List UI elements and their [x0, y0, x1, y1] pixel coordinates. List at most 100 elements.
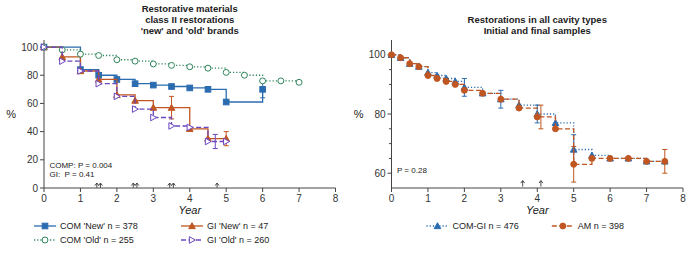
y-tick — [40, 103, 44, 104]
x-tick — [299, 188, 300, 192]
marker — [644, 158, 650, 164]
legend-label: COM-GI n = 476 — [452, 221, 518, 231]
marker — [643, 158, 650, 164]
y-minor-tick — [389, 99, 392, 100]
y-minor-tick — [389, 69, 392, 70]
marker — [205, 65, 211, 71]
legend-marker — [434, 223, 441, 229]
y-tick-label: 20 — [27, 154, 39, 165]
x-tick — [427, 188, 428, 192]
x-tick-label: 4 — [187, 193, 193, 204]
x-tick — [646, 188, 647, 192]
marker — [388, 52, 395, 58]
marker — [278, 78, 284, 84]
x-label: Year — [178, 204, 202, 216]
y-minor-tick — [389, 128, 392, 129]
marker — [205, 87, 211, 93]
x-label: Year — [526, 204, 550, 216]
marker — [187, 64, 193, 70]
census-arrow — [539, 181, 543, 187]
x-tick-label: 1 — [78, 193, 84, 204]
marker — [223, 99, 229, 105]
x-tick — [189, 188, 190, 192]
y-tick-label: 40 — [27, 126, 39, 137]
census-arrow — [95, 183, 99, 188]
title-line: Restorations in all cavity types — [468, 14, 607, 25]
x-tick-label: 3 — [151, 193, 157, 204]
marker — [151, 114, 157, 121]
marker — [151, 82, 157, 88]
x-tick-label: 2 — [114, 193, 120, 204]
census-arrow — [135, 183, 139, 188]
marker — [480, 90, 486, 96]
marker — [96, 53, 102, 59]
x-tick-label: 2 — [462, 193, 468, 204]
x-tick — [464, 188, 465, 192]
legend: COM 'New' n = 378GI 'New' n = 47COM 'Old… — [34, 221, 269, 245]
x-tick-label: 0 — [41, 193, 47, 204]
marker — [296, 79, 302, 85]
marker — [589, 155, 595, 161]
y-tick-label: 0 — [32, 183, 38, 194]
page: {"chart_data": [ {"type": "step", "title… — [0, 0, 695, 258]
x-tick-label: 4 — [534, 193, 540, 204]
error-bar — [213, 134, 218, 148]
y-minor-tick — [389, 158, 392, 159]
marker — [498, 96, 504, 102]
marker — [77, 51, 83, 57]
marker — [416, 64, 422, 70]
legend-marker — [560, 223, 566, 229]
title-line: Initial and final samples — [484, 25, 591, 36]
marker — [168, 104, 175, 110]
marker — [416, 63, 423, 69]
y-tick — [40, 131, 44, 132]
legend-marker — [42, 223, 48, 229]
marker — [223, 69, 229, 75]
series-line — [392, 55, 665, 165]
error-bar — [224, 132, 229, 146]
legend-label: GI 'New' n = 47 — [207, 221, 268, 231]
x-tick-label: 5 — [571, 193, 577, 204]
title-line: 'new' and 'old' brands — [141, 25, 239, 36]
marker — [407, 61, 413, 67]
plot-area — [41, 44, 302, 149]
x-tick — [573, 188, 574, 192]
legend-label: COM 'Old' n = 255 — [60, 235, 134, 245]
panel: Restorative materialsclass II restoratio… — [6, 3, 339, 245]
error-bar — [662, 150, 667, 174]
x-tick-label: 7 — [644, 193, 650, 204]
x-tick — [153, 188, 154, 192]
title-line: Restorative materials — [142, 3, 238, 14]
marker — [607, 155, 613, 161]
marker — [132, 106, 138, 113]
marker — [60, 58, 66, 65]
x-tick — [80, 188, 81, 192]
marker — [41, 44, 48, 50]
marker — [434, 76, 440, 82]
x-tick-label: 3 — [498, 193, 504, 204]
y-tick-label: 80 — [374, 109, 386, 120]
y-tick-label: 100 — [369, 49, 386, 60]
census-arrow — [521, 181, 525, 187]
marker — [389, 52, 395, 58]
y-tick — [388, 173, 392, 174]
x-tick — [335, 188, 336, 192]
title-line: class II restorations — [145, 14, 234, 25]
panel: Restorations in all cavity typesInitial … — [354, 14, 687, 231]
x-tick-label: 6 — [607, 193, 613, 204]
marker — [169, 84, 175, 90]
marker — [461, 87, 467, 93]
marker — [260, 78, 266, 84]
legend-marker — [42, 237, 48, 243]
x-tick — [500, 188, 501, 192]
census-arrow — [215, 183, 219, 188]
marker — [260, 87, 266, 93]
marker — [132, 58, 138, 64]
x-tick — [391, 188, 392, 192]
x-tick — [226, 188, 227, 192]
marker — [169, 62, 175, 68]
y-tick — [40, 75, 44, 76]
marker — [77, 68, 84, 74]
marker — [41, 44, 47, 51]
error-bar — [169, 96, 174, 119]
